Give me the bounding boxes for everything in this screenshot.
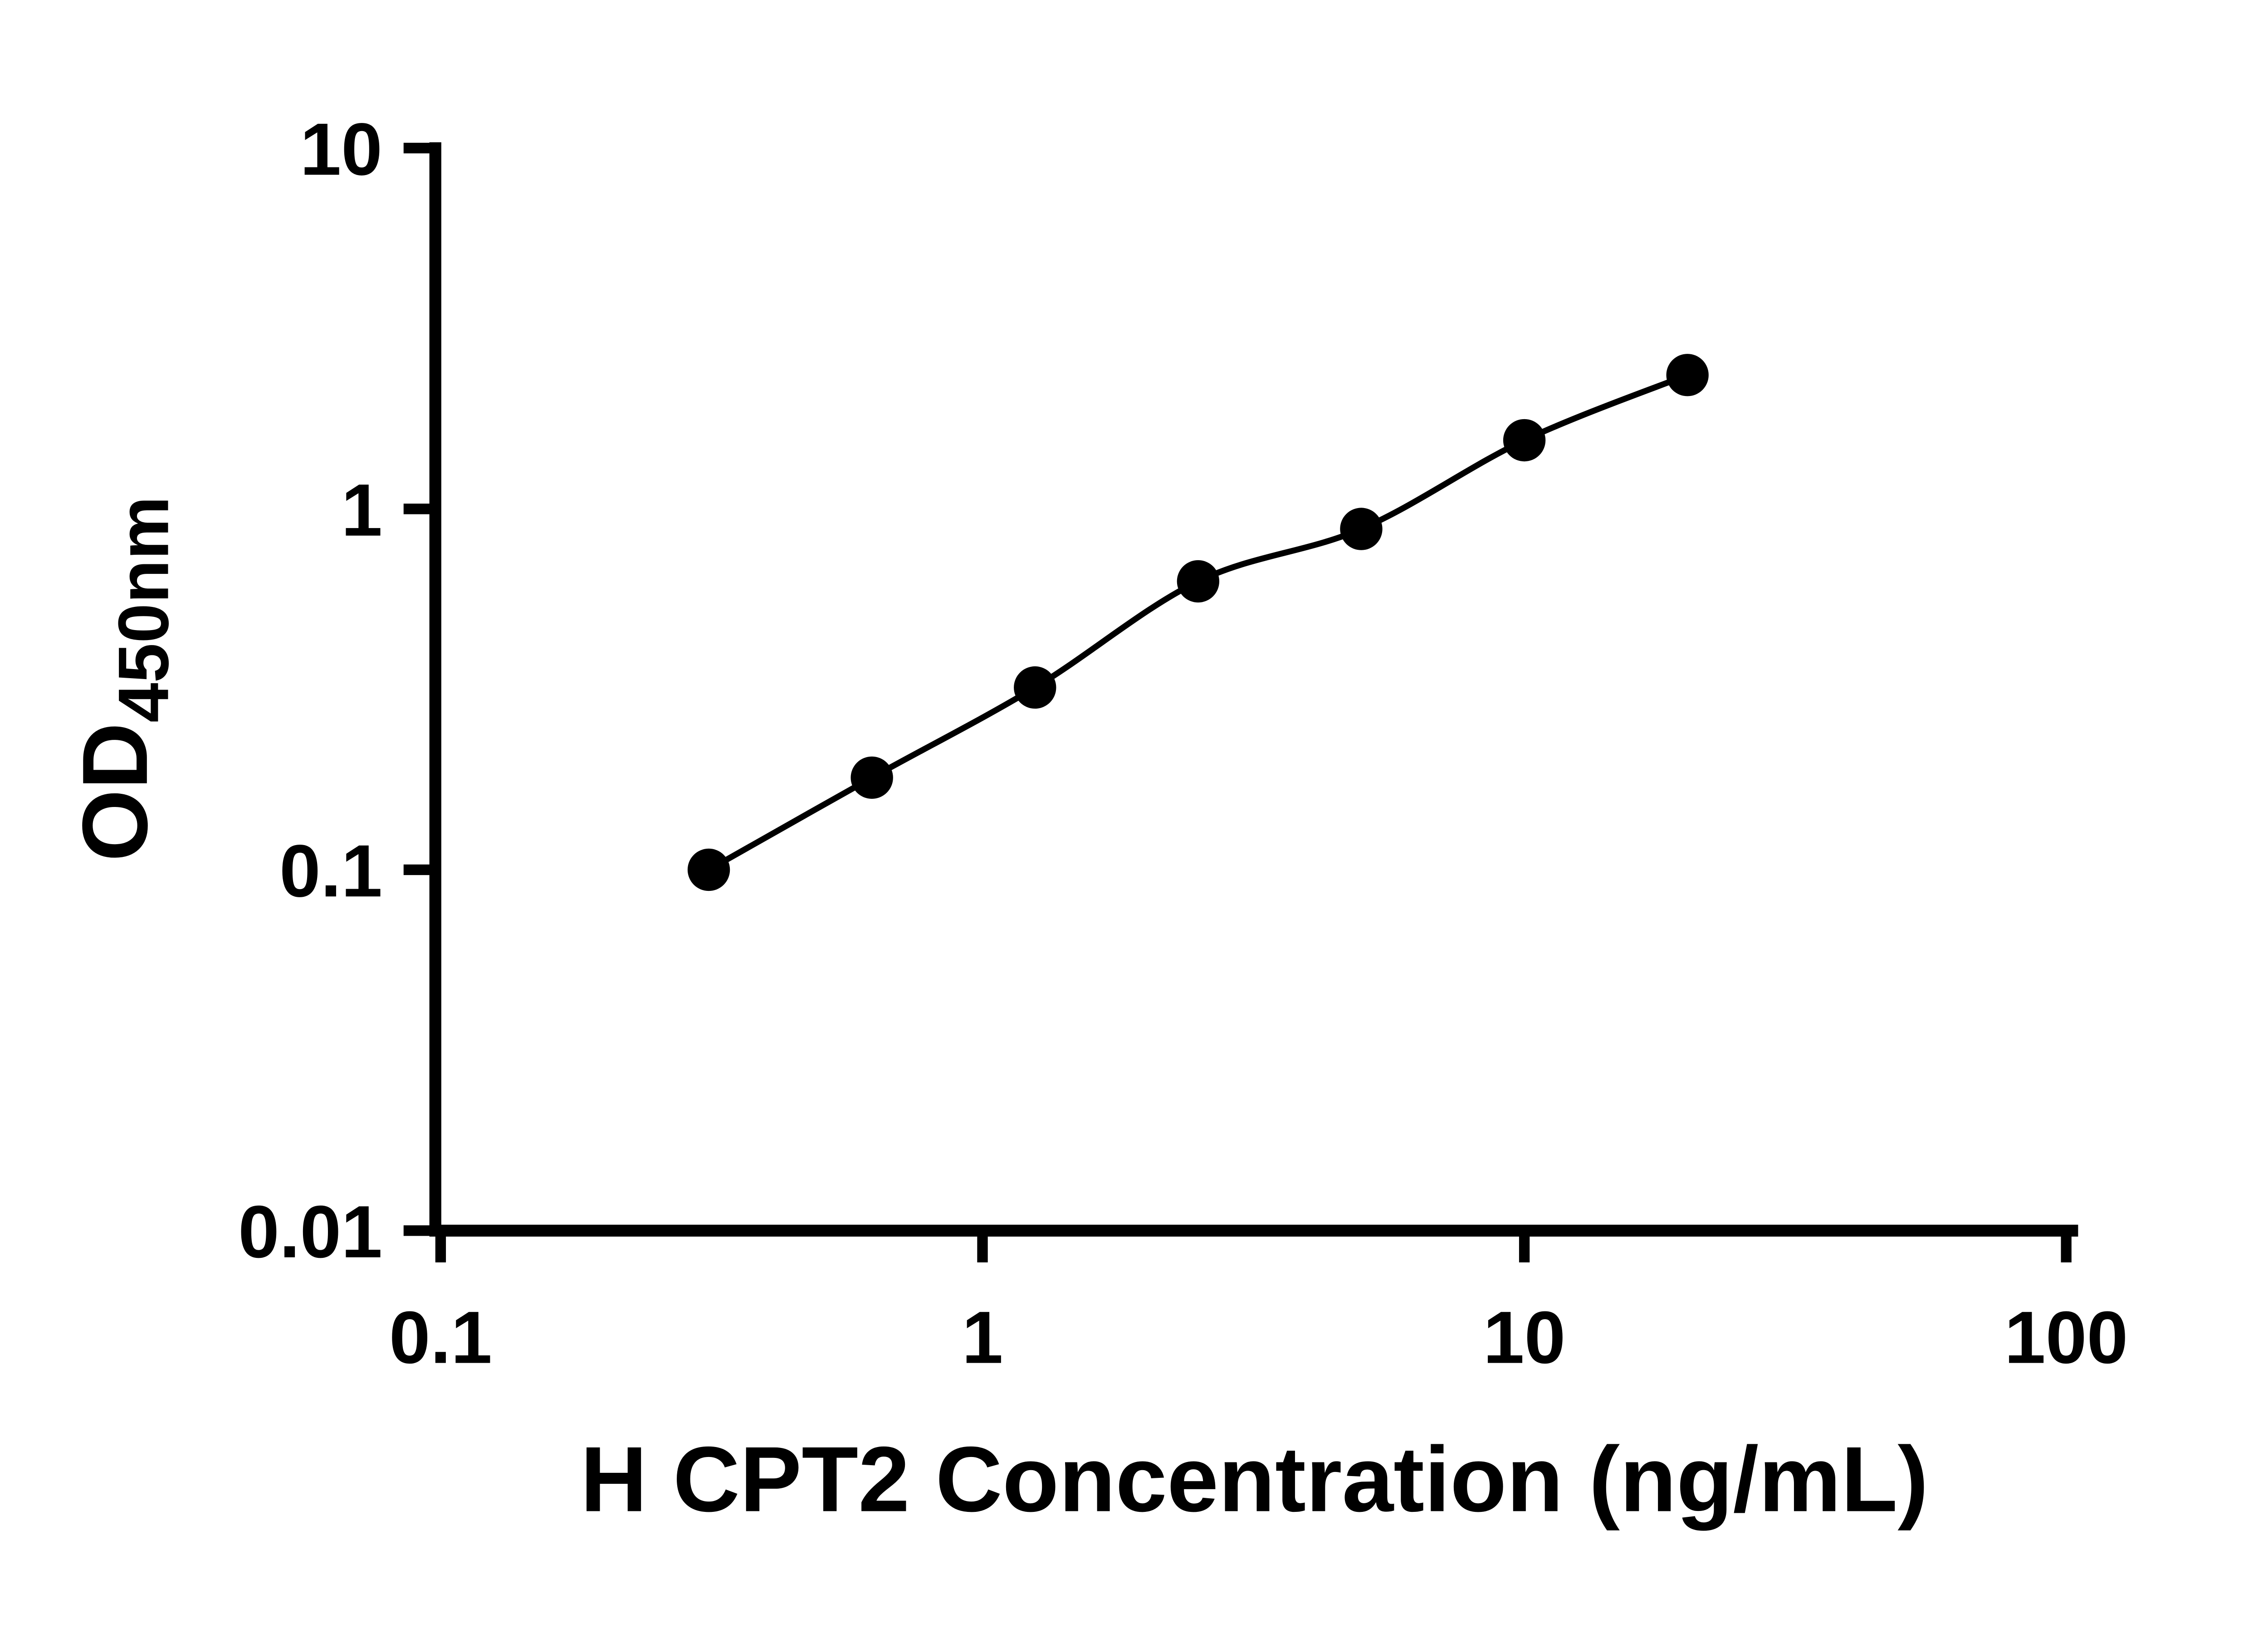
x-axis-title: H CPT2 Concentration (ng/mL): [580, 1428, 1928, 1531]
data-point: [687, 848, 730, 891]
data-point: [1014, 666, 1056, 709]
y-axis-tick-label: 0.01: [238, 1190, 382, 1273]
y-axis-tick-label: 0.1: [279, 829, 382, 912]
axis-lines: [429, 142, 2078, 1237]
y-axis-title: OD450nm: [64, 496, 184, 861]
elisa-standard-curve-chart: 0.01 0.1 1 10 0.1 1 10 100 H CPT2 Concentration…: [64, 108, 2128, 1531]
y-axis-title-main: OD: [64, 723, 167, 861]
y-axis-tick-label: 10: [300, 108, 382, 191]
data-point: [1503, 419, 1546, 462]
data-point: [1177, 560, 1220, 603]
x-axis-tick-label: 1: [962, 1296, 1003, 1379]
x-axis-tick-label: 10: [1483, 1296, 1566, 1379]
y-axis-title-subscript: 450nm: [103, 496, 183, 723]
data-point: [1666, 354, 1709, 396]
data-point: [1340, 508, 1383, 550]
x-axis-tick-label: 100: [2004, 1296, 2128, 1379]
x-axis-tick-label: 0.1: [389, 1296, 492, 1379]
y-axis-tick-label: 1: [341, 469, 382, 552]
data-point: [850, 756, 893, 799]
